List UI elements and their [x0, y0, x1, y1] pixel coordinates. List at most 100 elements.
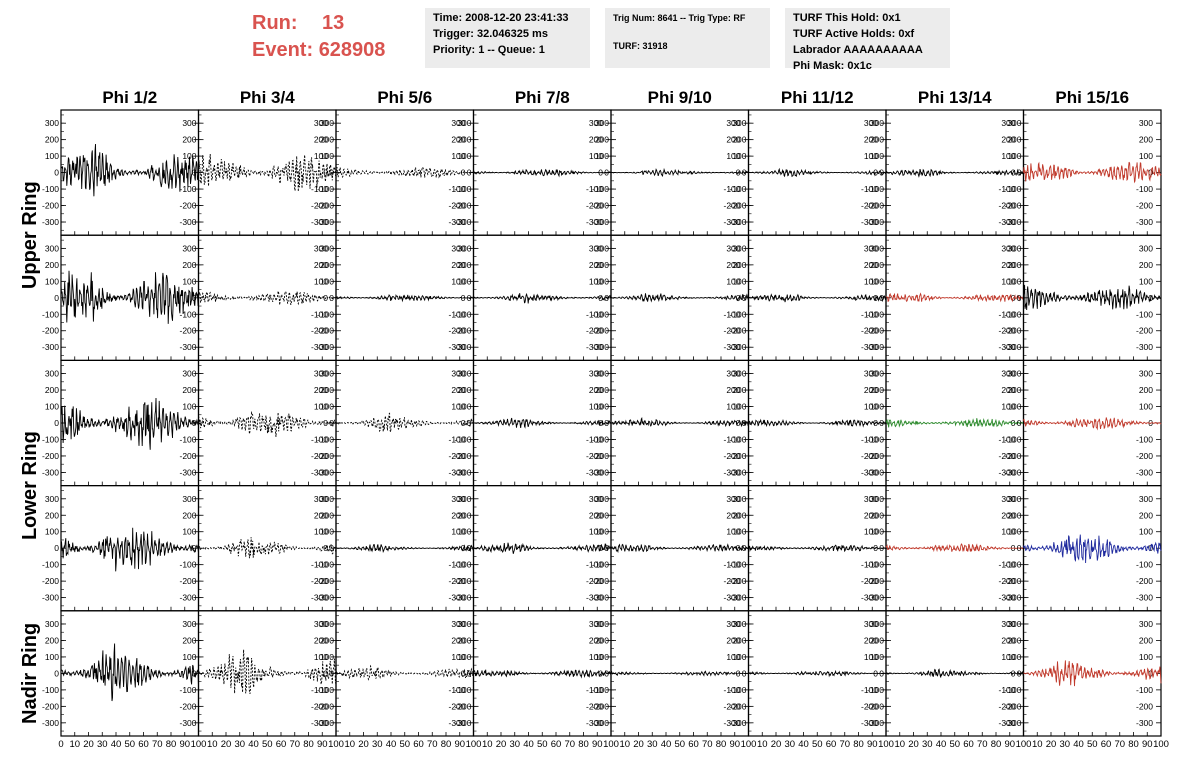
y-tick-label: 100 — [457, 652, 471, 662]
x-tick-label: 90 — [592, 739, 603, 750]
y-tick-label: -200 — [592, 576, 609, 586]
y-tick-label: 200 — [870, 260, 884, 270]
y-tick-label: -200 — [729, 576, 746, 586]
y-tick-label: -300 — [861, 342, 878, 352]
x-tick-label: 60 — [963, 739, 974, 750]
y-tick-label: -100 — [317, 309, 334, 319]
x-tick-label: 90 — [867, 739, 878, 750]
y-tick-label: 100 — [1001, 652, 1015, 662]
y-tick-label: 300 — [1007, 494, 1021, 504]
x-tick-label: 80 — [991, 739, 1002, 750]
y-tick-label: 0 — [1017, 418, 1022, 428]
x-tick-label: 70 — [289, 739, 300, 750]
y-tick-label: 300 — [864, 243, 878, 253]
y-tick-label: -100 — [1136, 309, 1153, 319]
x-tick-label: 40 — [248, 739, 259, 750]
x-tick-label: 20 — [496, 739, 507, 750]
y-tick-label: -100 — [179, 560, 196, 570]
y-tick-label: -200 — [998, 201, 1015, 211]
y-tick-label: -100 — [1004, 184, 1021, 194]
y-tick-label: -100 — [861, 685, 878, 695]
y-tick-label: -300 — [311, 593, 328, 603]
y-tick-label: -300 — [42, 217, 59, 227]
y-tick-label: 100 — [45, 402, 59, 412]
x-tick-label: 30 — [509, 739, 520, 750]
x-tick-label: 90 — [454, 739, 465, 750]
y-tick-label: 100 — [595, 527, 609, 537]
y-tick-label: -300 — [586, 718, 603, 728]
y-tick-label: -300 — [586, 467, 603, 477]
y-tick-label: 100 — [182, 276, 196, 286]
waveform-trace — [198, 290, 337, 306]
y-tick-label: 100 — [320, 527, 334, 537]
y-tick-label: 0 — [604, 168, 609, 178]
y-tick-label: 0 — [604, 668, 609, 678]
y-tick-label: 300 — [314, 369, 328, 379]
y-tick-label: -200 — [1004, 201, 1021, 211]
y-tick-label: -200 — [586, 701, 603, 711]
x-tick-label: 90 — [1004, 739, 1015, 750]
x-tick-label: 40 — [111, 739, 122, 750]
y-tick-label: -300 — [723, 467, 740, 477]
y-tick-label: 0 — [879, 668, 884, 678]
y-tick-label: -300 — [729, 593, 746, 603]
y-tick-label: -200 — [723, 576, 740, 586]
y-tick-label: 0 — [329, 168, 334, 178]
y-tick-label: -100 — [592, 184, 609, 194]
y-tick-label: 300 — [595, 118, 609, 128]
y-tick-label: 200 — [182, 635, 196, 645]
y-tick-label: 100 — [314, 402, 328, 412]
y-tick-label: 0 — [54, 418, 59, 428]
y-tick-label: 0 — [879, 168, 884, 178]
waveform-trace — [885, 668, 1024, 678]
y-tick-label: -200 — [454, 201, 471, 211]
ring-label: Upper Ring — [19, 181, 41, 289]
y-tick-label: 300 — [589, 243, 603, 253]
x-tick-label: 10 — [1032, 739, 1043, 750]
run-value: 13 — [322, 12, 345, 34]
y-tick-label: -200 — [317, 701, 334, 711]
y-tick-label: -200 — [1136, 576, 1153, 586]
y-tick-label: 0 — [1017, 668, 1022, 678]
y-tick-label: 200 — [864, 510, 878, 520]
x-tick-label: 40 — [386, 739, 397, 750]
y-tick-label: 300 — [726, 243, 740, 253]
y-tick-label: 100 — [589, 276, 603, 286]
waveform-trace — [335, 664, 474, 681]
y-tick-label: 200 — [1007, 510, 1021, 520]
x-tick-label: 60 — [413, 739, 424, 750]
y-tick-label: -200 — [1136, 201, 1153, 211]
y-tick-label: 100 — [589, 151, 603, 161]
y-tick-label: 200 — [726, 260, 740, 270]
waveform-trace — [610, 670, 749, 677]
y-tick-label: 200 — [451, 385, 465, 395]
event-label: Event: — [252, 39, 314, 61]
y-tick-label: -200 — [861, 701, 878, 711]
y-tick-label: -200 — [861, 451, 878, 461]
y-tick-label: 200 — [451, 510, 465, 520]
y-tick-label: 300 — [182, 494, 196, 504]
y-tick-label: -200 — [42, 201, 59, 211]
y-tick-label: -300 — [448, 217, 465, 227]
y-tick-label: -300 — [729, 718, 746, 728]
trig-num-text: Trig Num: 8641 -- Trig Type: RF — [613, 13, 746, 23]
y-tick-label: -100 — [42, 434, 59, 444]
waveform-trace — [1023, 417, 1162, 431]
y-tick-label: 100 — [726, 402, 740, 412]
y-tick-label: -300 — [454, 593, 471, 603]
x-tick-label: 10 — [344, 739, 355, 750]
y-tick-label: 100 — [451, 402, 465, 412]
y-tick-label: 100 — [182, 527, 196, 537]
waveform-trace — [335, 543, 474, 554]
y-tick-label: -100 — [867, 184, 884, 194]
y-tick-label: 100 — [589, 402, 603, 412]
waveform-trace — [198, 153, 337, 192]
x-tick-label: 40 — [1073, 739, 1084, 750]
y-tick-label: 100 — [320, 276, 334, 286]
y-tick-label: 200 — [314, 385, 328, 395]
y-tick-label: -100 — [448, 685, 465, 695]
y-tick-label: 0 — [742, 668, 747, 678]
y-tick-label: 300 — [1001, 494, 1015, 504]
y-tick-label: -300 — [729, 342, 746, 352]
y-tick-label: -200 — [729, 326, 746, 336]
